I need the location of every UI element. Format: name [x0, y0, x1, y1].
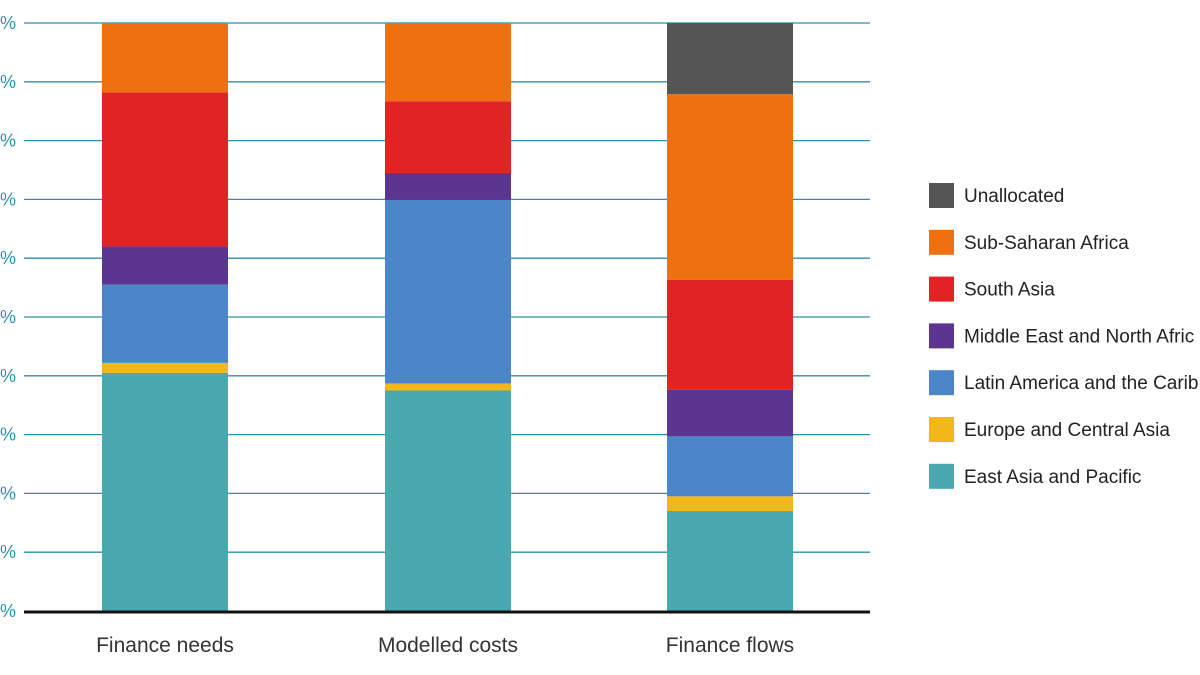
legend-label-3: Middle East and North Afric — [964, 326, 1194, 347]
bar-segment-0-2 — [102, 284, 228, 363]
legend-label-5: Europe and Central Asia — [964, 420, 1170, 441]
bar-segment-1-0 — [385, 390, 511, 611]
legend-swatch-4 — [929, 370, 954, 396]
y-tick-label-60: % — [0, 248, 16, 268]
category-labels: Finance needs Modelled costs Finance flows — [96, 634, 794, 657]
bar-segment-0-1 — [102, 362, 228, 373]
legend-label-2: South Asia — [964, 280, 1055, 301]
y-tick-label-70: % — [0, 189, 16, 209]
legend-swatch-3 — [929, 323, 954, 349]
y-tick-label-40: % — [0, 366, 16, 386]
bar-segment-1-3 — [385, 172, 511, 200]
bar-segment-0-0 — [102, 372, 228, 611]
bar-segment-1-1 — [385, 383, 511, 391]
legend-swatch-0 — [929, 183, 954, 208]
category-label-1: Modelled costs — [378, 634, 518, 657]
legend-label-1: Sub-Saharan Africa — [964, 233, 1129, 254]
legend: Unallocated Sub-Saharan Africa South Asia M… — [929, 183, 1198, 489]
bar-segment-0-4 — [102, 92, 228, 247]
legend-swatch-5 — [929, 417, 954, 442]
legend-label-0: Unallocated — [964, 186, 1064, 207]
bar-segment-1-2 — [385, 199, 511, 384]
bar-segment-0-5 — [102, 23, 228, 93]
y-tick-label-80: % — [0, 131, 16, 151]
legend-swatch-2 — [929, 276, 954, 302]
bar-segment-2-6 — [667, 23, 793, 95]
bar-segment-0-3 — [102, 246, 228, 285]
y-tick-label-30: % — [0, 425, 16, 445]
bar-segment-2-5 — [667, 94, 793, 280]
bar-segment-1-5 — [385, 23, 511, 102]
bar-segment-2-2 — [667, 436, 793, 497]
y-tick-label-0: % — [0, 601, 16, 621]
y-tick-label-20: % — [0, 483, 16, 503]
legend-swatch-6 — [929, 463, 954, 489]
category-label-0: Finance needs — [96, 634, 234, 657]
legend-swatch-1 — [929, 229, 954, 255]
category-label-2: Finance flows — [666, 634, 794, 657]
y-tick-label-90: % — [0, 72, 16, 92]
y-tick-label-100: % — [0, 13, 16, 33]
y-tick-labels: %%%%%%%%%%% — [0, 13, 16, 621]
bar-segment-2-1 — [667, 496, 793, 512]
bar-segment-2-0 — [667, 511, 793, 611]
bars — [102, 23, 793, 611]
bar-segment-2-3 — [667, 389, 793, 437]
legend-label-4: Latin America and the Carib — [964, 373, 1198, 394]
y-tick-label-50: % — [0, 307, 16, 327]
legend-label-6: East Asia and Pacific — [964, 467, 1141, 488]
bar-segment-1-4 — [385, 101, 511, 173]
bar-segment-2-4 — [667, 279, 793, 390]
y-tick-label-10: % — [0, 542, 16, 562]
